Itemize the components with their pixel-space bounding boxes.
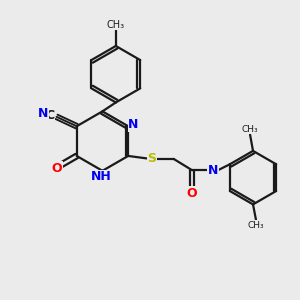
Text: CH₃: CH₃ bbox=[248, 221, 264, 230]
Text: O: O bbox=[52, 162, 62, 175]
Text: N: N bbox=[207, 164, 218, 177]
Text: C: C bbox=[45, 109, 55, 122]
Text: H: H bbox=[211, 163, 218, 173]
Text: NH: NH bbox=[91, 170, 111, 183]
Text: CH₃: CH₃ bbox=[107, 20, 125, 30]
Text: N: N bbox=[38, 107, 48, 120]
Text: CH₃: CH₃ bbox=[242, 125, 258, 134]
Text: S: S bbox=[148, 152, 157, 165]
Text: O: O bbox=[187, 187, 197, 200]
Text: N: N bbox=[128, 118, 139, 131]
